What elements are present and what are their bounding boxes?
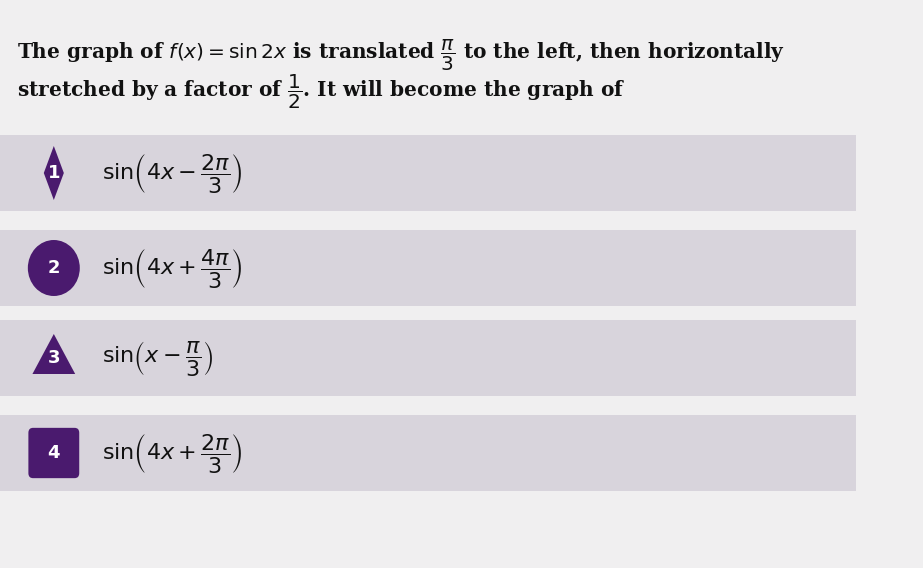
- Text: 3: 3: [48, 349, 60, 367]
- FancyBboxPatch shape: [0, 320, 860, 396]
- Text: $\sin\!\left(x - \dfrac{\pi}{3}\right)$: $\sin\!\left(x - \dfrac{\pi}{3}\right)$: [102, 339, 213, 378]
- Text: 2: 2: [48, 259, 60, 277]
- Text: 1: 1: [48, 164, 60, 182]
- Polygon shape: [43, 146, 64, 200]
- FancyBboxPatch shape: [0, 135, 860, 211]
- FancyBboxPatch shape: [0, 230, 860, 306]
- FancyBboxPatch shape: [0, 415, 860, 491]
- Circle shape: [28, 240, 79, 296]
- FancyBboxPatch shape: [29, 428, 79, 478]
- Text: 4: 4: [48, 444, 60, 462]
- Text: stretched by a factor of $\dfrac{1}{2}$. It will become the graph of: stretched by a factor of $\dfrac{1}{2}$.…: [17, 73, 625, 111]
- Text: The graph of $f(x) = \sin 2x$ is translated $\dfrac{\pi}{3}$ to the left, then h: The graph of $f(x) = \sin 2x$ is transla…: [17, 38, 785, 73]
- Text: $\sin\!\left(4x + \dfrac{2\pi}{3}\right)$: $\sin\!\left(4x + \dfrac{2\pi}{3}\right)…: [102, 432, 243, 474]
- Polygon shape: [32, 334, 75, 374]
- Text: $\sin\!\left(4x + \dfrac{4\pi}{3}\right)$: $\sin\!\left(4x + \dfrac{4\pi}{3}\right)…: [102, 247, 243, 290]
- Text: $\sin\!\left(4x - \dfrac{2\pi}{3}\right)$: $\sin\!\left(4x - \dfrac{2\pi}{3}\right)…: [102, 152, 243, 194]
